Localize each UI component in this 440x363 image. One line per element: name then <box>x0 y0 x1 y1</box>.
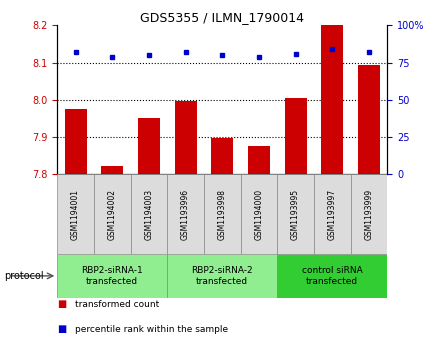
Bar <box>167 254 277 298</box>
Bar <box>321 25 343 363</box>
Text: transformed count: transformed count <box>75 299 159 309</box>
Bar <box>358 65 380 363</box>
Bar <box>101 166 123 363</box>
Bar <box>94 174 131 254</box>
Text: GSM1193998: GSM1193998 <box>218 189 227 240</box>
Text: GSM1193997: GSM1193997 <box>328 189 337 240</box>
Title: GDS5355 / ILMN_1790014: GDS5355 / ILMN_1790014 <box>140 11 304 24</box>
Text: GSM1193996: GSM1193996 <box>181 189 190 240</box>
Bar <box>57 254 167 298</box>
Bar <box>314 174 351 254</box>
Text: protocol: protocol <box>4 271 44 281</box>
Bar <box>241 174 277 254</box>
Text: GSM1193999: GSM1193999 <box>364 189 374 240</box>
Bar <box>351 174 387 254</box>
Text: GSM1194000: GSM1194000 <box>254 189 264 240</box>
Text: GSM1194001: GSM1194001 <box>71 189 80 240</box>
Text: RBP2-siRNA-1
transfected: RBP2-siRNA-1 transfected <box>81 266 143 286</box>
Bar <box>277 254 387 298</box>
Text: ■: ■ <box>57 298 66 309</box>
Text: control siRNA
transfected: control siRNA transfected <box>302 266 363 286</box>
Text: GSM1194002: GSM1194002 <box>108 189 117 240</box>
Bar <box>131 174 167 254</box>
Bar <box>57 174 94 254</box>
Bar <box>277 174 314 254</box>
Bar <box>167 174 204 254</box>
Bar <box>204 174 241 254</box>
Bar <box>65 109 87 363</box>
Bar <box>285 98 307 363</box>
Bar <box>138 118 160 363</box>
Text: GSM1193995: GSM1193995 <box>291 189 300 240</box>
Text: percentile rank within the sample: percentile rank within the sample <box>75 325 228 334</box>
Text: ■: ■ <box>57 324 66 334</box>
Bar <box>175 101 197 363</box>
Bar <box>211 138 233 363</box>
Text: GSM1194003: GSM1194003 <box>144 189 154 240</box>
Text: RBP2-siRNA-2
transfected: RBP2-siRNA-2 transfected <box>191 266 253 286</box>
Bar <box>248 146 270 363</box>
